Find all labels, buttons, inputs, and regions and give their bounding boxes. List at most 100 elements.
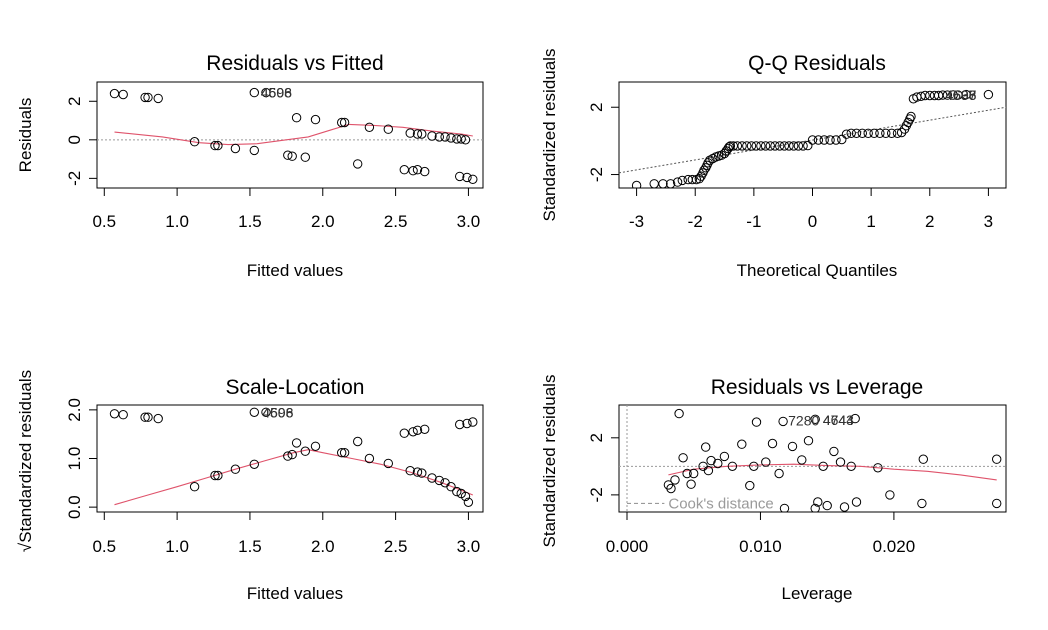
data-point [109, 409, 120, 419]
data-point [723, 143, 733, 154]
data-point [725, 141, 736, 151]
data-point [440, 132, 450, 142]
x-axis-label: Theoretical Quantiles [737, 261, 898, 280]
chart-title: Q-Q Residuals [748, 52, 886, 75]
data-point [468, 174, 478, 185]
x-tick-label: -2 [688, 212, 703, 231]
x-tick-label: 0.5 [92, 537, 116, 556]
y-axis-label: Standardized residuals [540, 375, 559, 548]
data-point [287, 449, 297, 460]
cooks-distance-label: Cook's distance [668, 495, 773, 512]
data-point [291, 438, 302, 448]
x-tick-label: 1.0 [165, 212, 189, 231]
y-axis-label: √Standardized residuals [16, 370, 35, 552]
data-point [427, 131, 437, 141]
data-point [798, 141, 808, 151]
y-tick-label: 2 [587, 433, 606, 442]
data-point [364, 453, 375, 464]
y-tick-label: 0 [65, 135, 84, 144]
data-point [810, 503, 820, 512]
data-point [462, 172, 472, 183]
x-tick-label: 2 [925, 212, 934, 231]
data-point [869, 128, 879, 139]
data-point [420, 424, 430, 434]
data-point [793, 141, 804, 151]
data-point [666, 483, 676, 494]
point-id-label: 7280 [788, 413, 819, 429]
data-point [851, 128, 862, 139]
x-tick-label: 0.020 [873, 537, 916, 556]
data-point [249, 459, 260, 469]
y-tick-label: 2 [587, 103, 606, 112]
data-point [118, 410, 128, 420]
data-point [841, 129, 852, 139]
data-point [765, 141, 775, 151]
data-point [881, 128, 891, 139]
data-point [189, 137, 200, 147]
y-tick-label: 2.0 [65, 398, 84, 422]
data-point [300, 446, 310, 456]
data-point [353, 159, 363, 169]
data-point [942, 90, 953, 100]
point-id-label: 4598 [262, 404, 293, 420]
data-point [140, 412, 150, 422]
x-axis-label: Fitted values [247, 584, 343, 603]
data-point [249, 87, 260, 98]
data-point [682, 468, 692, 479]
data-point [699, 165, 709, 176]
data-point [468, 417, 478, 427]
plot-area [619, 89, 1006, 188]
data-point [383, 458, 393, 469]
data-point [412, 467, 423, 477]
data-point [706, 455, 716, 466]
plot-frame [96, 81, 484, 189]
data-point [339, 117, 350, 128]
data-point [364, 122, 375, 133]
x-tick-label: 3.0 [457, 212, 481, 231]
data-point [210, 470, 220, 481]
data-point [118, 89, 128, 100]
data-point [896, 127, 907, 138]
data-point [446, 482, 456, 492]
data-point [727, 461, 738, 471]
data-point [143, 92, 153, 103]
y-tick-label: -2 [65, 171, 84, 186]
data-point [405, 128, 415, 138]
data-point [873, 463, 883, 473]
data-point [670, 475, 680, 485]
data-point [749, 461, 759, 471]
data-point [408, 166, 418, 176]
x-tick-label: 1.0 [165, 537, 189, 556]
data-point [737, 439, 747, 449]
data-point [787, 441, 798, 452]
x-tick-label: -3 [629, 212, 644, 231]
data-point [863, 128, 873, 139]
data-point [906, 111, 916, 122]
x-tick-label: 2.0 [311, 537, 335, 556]
data-point [665, 179, 676, 188]
data-point [417, 468, 427, 478]
x-tick-label: 2.0 [311, 212, 335, 231]
data-point [417, 129, 427, 139]
data-point [213, 140, 223, 151]
data-point [434, 475, 444, 486]
data-point [797, 455, 807, 465]
data-point [807, 135, 818, 145]
x-axis-label: Fitted values [247, 261, 343, 280]
data-point [686, 479, 696, 489]
data-point [925, 90, 935, 101]
data-point [678, 453, 688, 463]
data-point [213, 470, 223, 481]
data-point [291, 113, 302, 123]
data-point [708, 153, 718, 164]
data-point [300, 152, 310, 162]
x-tick-label: 1 [866, 212, 875, 231]
data-point [189, 482, 200, 492]
data-point [649, 179, 659, 188]
y-tick-label: 1.0 [65, 447, 84, 471]
plot-area [619, 405, 1006, 512]
data-point [687, 174, 697, 185]
data-point [920, 90, 930, 101]
